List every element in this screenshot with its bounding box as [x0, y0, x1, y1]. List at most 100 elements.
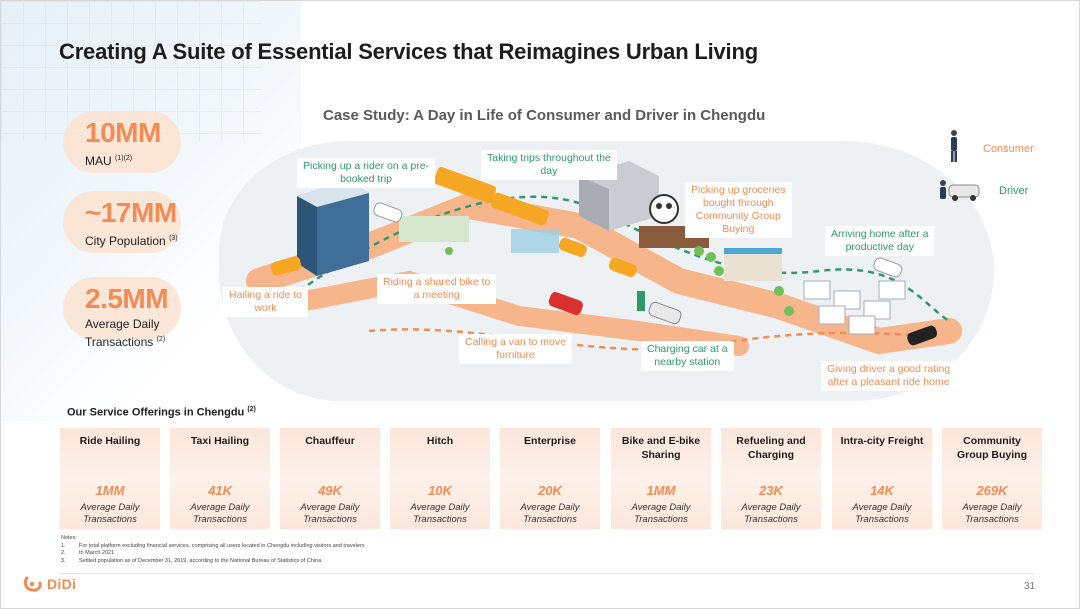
- kpi-label-line2: Transactions: [85, 335, 154, 349]
- offering-metric-l2: Transactions: [193, 514, 247, 525]
- kpi-label: MAU (1)(2): [85, 151, 265, 169]
- offering-card-enterprise: Enterprise 20K Average Daily Transactions: [500, 428, 600, 529]
- callout-text: Community Group: [695, 210, 781, 222]
- offering-name: Ride Hailing: [79, 435, 141, 447]
- supermarket: [724, 251, 782, 281]
- legend-consumer: Consumer: [983, 143, 1034, 155]
- offering-metric-l1: Average Daily: [852, 502, 912, 513]
- offering-name: Hitch: [426, 435, 454, 447]
- callout-text: Buying: [722, 223, 755, 235]
- offering-metric: Average Daily Transactions: [500, 502, 600, 526]
- side-road: [269, 270, 749, 356]
- offering-card-refueling: Refueling and Charging 23K Average Daily…: [721, 428, 821, 529]
- callout-pickup-prebooked: Picking up a rider on a pre-booked trip: [297, 158, 436, 188]
- callout-text: bought through: [702, 197, 774, 209]
- offering-metric-l1: Average Daily: [300, 502, 360, 513]
- kpi-mau: 10MM MAU (1)(2): [63, 111, 243, 173]
- kpi-blob: [63, 111, 181, 173]
- offering-name: Taxi Hailing: [190, 435, 250, 447]
- offering-value: 1MM: [646, 483, 676, 498]
- offering-name: Intra-city Freight: [840, 435, 924, 447]
- cars: [270, 202, 938, 346]
- page-title: Creating A Suite of Essential Services t…: [59, 39, 758, 64]
- offering-value: 14K: [870, 483, 894, 498]
- offering-metric-l2: Transactions: [83, 514, 137, 525]
- kpi-footnote: (2): [156, 336, 166, 343]
- callout-text: Calling a van to move: [465, 336, 566, 348]
- kpi-city-population: ~17MM City Population (3): [63, 191, 243, 253]
- bike-station: [399, 216, 469, 242]
- offering-metric-l1: Average Daily: [520, 502, 580, 513]
- callout-taking-trips: Taking trips throughout the day: [481, 150, 617, 180]
- footnote-item: 2. In March 2021: [61, 550, 365, 558]
- footnote-text: Settled population as of December 31, 20…: [79, 557, 322, 564]
- kpi-footnote: (3): [169, 235, 178, 242]
- offering-value: 20K: [538, 483, 562, 498]
- kpi-value: 2.5MM: [85, 283, 169, 314]
- offering-value: 41K: [208, 483, 232, 498]
- footnote-text: For total platform excluding financial s…: [79, 542, 365, 549]
- kpi-label-text: City Population: [85, 234, 166, 248]
- legend-driver: Driver: [999, 185, 1029, 197]
- offering-card-freight: Intra-city Freight 14K Average Daily Tran…: [832, 428, 932, 529]
- offering-metric: Average Daily Transactions: [611, 502, 711, 526]
- didi-logo: DiDi: [23, 575, 76, 593]
- residential-houses: [803, 280, 906, 335]
- offering-metric-l2: Transactions: [965, 514, 1019, 525]
- callout-charging: Charging car at a nearby station: [641, 341, 734, 371]
- callout-text: Taking trips throughout the: [487, 152, 611, 164]
- offering-metric: Average Daily Transactions: [170, 502, 270, 526]
- offering-metric: Average Daily Transactions: [280, 502, 380, 526]
- offering-metric: Average Daily Transactions: [942, 502, 1042, 526]
- kpi-label-line1: Average Daily: [85, 317, 160, 331]
- callout-text: productive day: [845, 241, 914, 253]
- footnote-text: In March 2021: [79, 550, 115, 556]
- offering-metric-l1: Average Daily: [190, 502, 250, 513]
- callout-text: nearby station: [654, 356, 721, 368]
- offering-metric-l1: Average Daily: [410, 502, 470, 513]
- callout-text: Picking up groceries: [691, 184, 786, 196]
- offering-metric-l1: Average Daily: [631, 502, 691, 513]
- callout-hailing: Hailing a ride to work: [223, 287, 308, 317]
- offering-value: 23K: [759, 483, 783, 498]
- offering-value: 1MM: [95, 483, 125, 498]
- callout-text: after a pleasant ride home: [827, 376, 950, 388]
- footnotes-header: Notes:: [61, 535, 77, 541]
- bus: [491, 192, 549, 226]
- offering-value: 269K: [976, 483, 1008, 498]
- offerings-title-text: Our Service Offerings in Chengdu: [67, 406, 245, 419]
- offering-metric-l2: Transactions: [855, 514, 909, 525]
- callout-rating: Giving driver a good rating after a pleas…: [821, 361, 957, 391]
- footnote-number: 2.: [61, 550, 66, 556]
- callout-groceries: Picking up groceries bought through Commun…: [685, 182, 792, 238]
- callout-van: Calling a van to move furniture: [459, 334, 572, 364]
- driver-car-icon: [940, 180, 980, 201]
- offering-metric-l1: Average Daily: [741, 502, 801, 513]
- footer-divider: [59, 573, 1034, 574]
- callout-arriving-home: Arriving home after a productive day: [825, 226, 935, 256]
- offering-value: 10K: [428, 483, 452, 498]
- bus-stop: [511, 229, 559, 253]
- offering-card-hitch: Hitch 10K Average Daily Transactions: [390, 428, 490, 529]
- footnote-number: 1.: [61, 542, 66, 549]
- offering-name: Bike and E-bike Sharing: [621, 435, 701, 461]
- kpi-blob: [63, 191, 181, 253]
- kpi-footnote: (1)(2): [115, 155, 133, 162]
- offering-metric-l2: Transactions: [413, 514, 467, 525]
- callout-text: a meeting: [413, 289, 460, 301]
- offering-name: Enterprise: [524, 435, 576, 447]
- offering-name: Community Group Buying: [957, 435, 1027, 461]
- office-building: [297, 181, 369, 276]
- callout-text: furniture: [496, 349, 535, 361]
- offerings-title: Our Service Offerings in Chengdu (2): [67, 406, 256, 419]
- kpi-daily-transactions: 2.5MM Average Daily Transactions (2): [63, 277, 243, 349]
- offering-name: Refueling and Charging: [736, 435, 806, 461]
- footnote-number: 3.: [61, 557, 66, 564]
- offering-metric: Average Daily Transactions: [390, 502, 490, 526]
- offerings-footnote: (2): [247, 406, 256, 413]
- offering-metric-l2: Transactions: [634, 514, 688, 525]
- offering-card-taxi-hailing: Taxi Hailing 41K Average Daily Transactio…: [170, 428, 270, 529]
- offering-metric: Average Daily Transactions: [60, 502, 160, 526]
- callout-text: Riding a shared bike to: [383, 276, 491, 288]
